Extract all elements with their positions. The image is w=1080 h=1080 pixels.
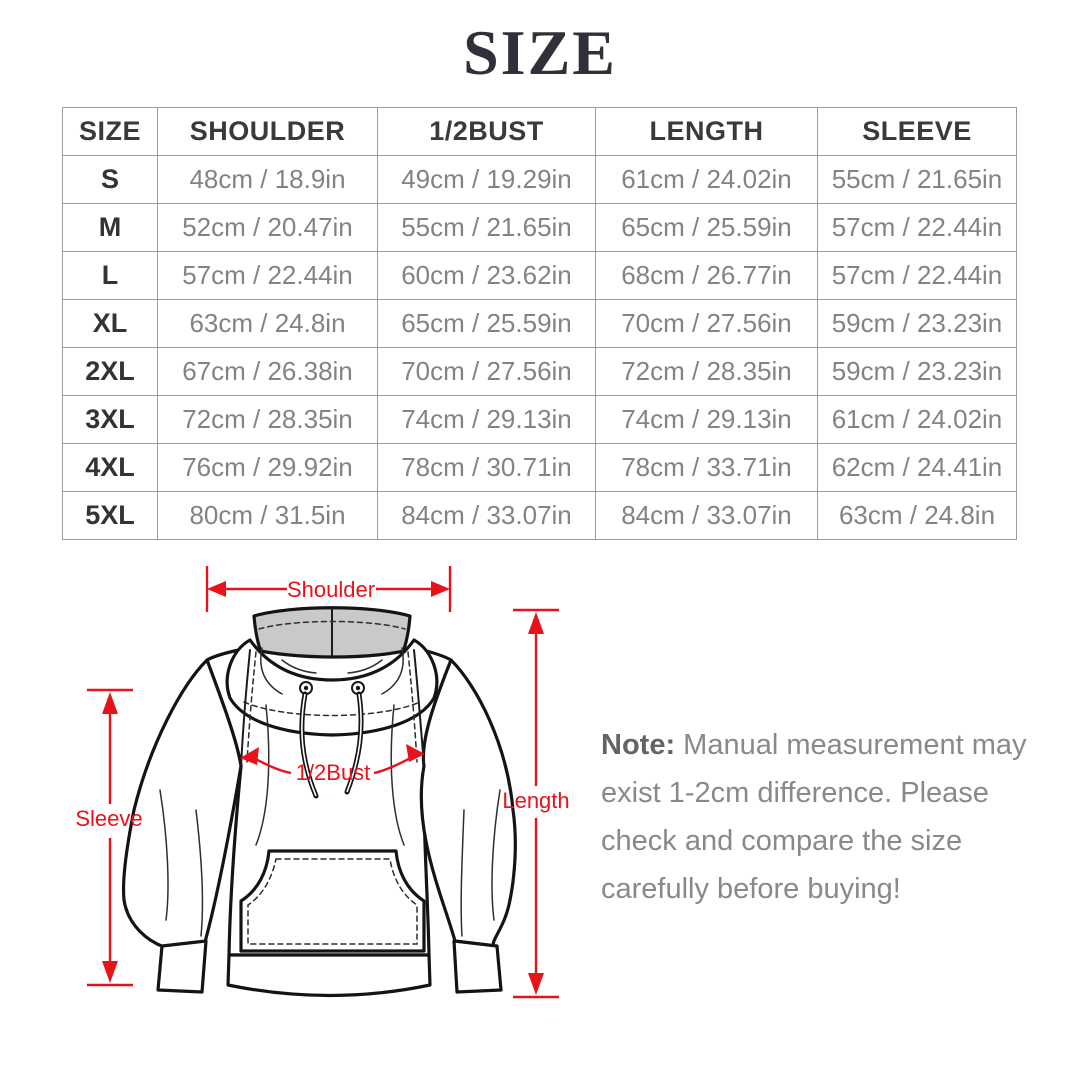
note-text: Note: Manual measurement may exist 1-2cm… bbox=[601, 721, 1053, 913]
table-row: 4XL 76cm / 29.92in 78cm / 30.71in 78cm /… bbox=[62, 443, 1017, 492]
table-cell: 49cm / 19.29in bbox=[377, 155, 596, 204]
size-table: SIZE SHOULDER 1/2BUST LENGTH SLEEVE S 48… bbox=[62, 107, 1017, 540]
pocket bbox=[239, 849, 426, 953]
table-cell: 57cm / 22.44in bbox=[817, 251, 1017, 300]
grommet-left-hole bbox=[303, 685, 309, 691]
table-cell: 78cm / 33.71in bbox=[595, 443, 818, 492]
table-row: XL 63cm / 24.8in 65cm / 25.59in 70cm / 2… bbox=[62, 299, 1017, 348]
table-cell: 76cm / 29.92in bbox=[157, 443, 378, 492]
sleeve-right bbox=[419, 658, 517, 948]
table-cell: 65cm / 25.59in bbox=[377, 299, 596, 348]
crease-sleeve-left-1 bbox=[159, 789, 169, 921]
table-cell: 84cm / 33.07in bbox=[595, 491, 818, 540]
table-cell: 84cm / 33.07in bbox=[377, 491, 596, 540]
hood-stitch bbox=[258, 620, 406, 630]
table-cell: 72cm / 28.35in bbox=[157, 395, 378, 444]
shoulder-measure: Shoulder bbox=[205, 566, 452, 612]
crease-sleeve-right-1 bbox=[491, 789, 501, 921]
table-cell: 60cm / 23.62in bbox=[377, 251, 596, 300]
table-cell: 57cm / 22.44in bbox=[157, 251, 378, 300]
table-cell: 78cm / 30.71in bbox=[377, 443, 596, 492]
table-cell-size: 5XL bbox=[62, 491, 158, 540]
pocket-stitch bbox=[247, 858, 418, 945]
collar-fold-right bbox=[381, 647, 404, 695]
column-header-sleeve: SLEEVE bbox=[817, 107, 1017, 156]
page-title: SIZE bbox=[463, 17, 617, 88]
table-cell: 72cm / 28.35in bbox=[595, 347, 818, 396]
length-measure: Length bbox=[502, 608, 570, 999]
column-header-length: LENGTH bbox=[595, 107, 818, 156]
table-cell-size: S bbox=[62, 155, 158, 204]
table-row: S 48cm / 18.9in 49cm / 19.29in 61cm / 24… bbox=[62, 155, 1017, 204]
collar-fold-left bbox=[260, 647, 283, 695]
hoodie-measurement-diagram: Shoulder 1/2Bust Length S bbox=[75, 566, 570, 999]
note-label: Note: bbox=[601, 729, 676, 761]
raglan-seam-left bbox=[240, 649, 251, 767]
table-cell-size: XL bbox=[62, 299, 158, 348]
table-cell: 70cm / 27.56in bbox=[377, 347, 596, 396]
raglan-stitch-left bbox=[246, 651, 257, 763]
crease-body-left bbox=[255, 704, 270, 846]
note-body: Manual measurement may exist 1-2cm diffe… bbox=[601, 729, 1027, 905]
crease-sleeve-left-2 bbox=[195, 809, 204, 937]
table-row: L 57cm / 22.44in 60cm / 23.62in 68cm / 2… bbox=[62, 251, 1017, 300]
cuff-left bbox=[156, 939, 208, 994]
sleeve-measure: Sleeve bbox=[75, 688, 143, 987]
drawstring-left-highlight bbox=[301, 693, 317, 797]
table-cell: 55cm / 21.65in bbox=[377, 203, 596, 252]
collar-shadow-left bbox=[281, 659, 317, 674]
table-cell: 65cm / 25.59in bbox=[595, 203, 818, 252]
sleeve-left bbox=[122, 658, 243, 949]
table-cell-size: 3XL bbox=[62, 395, 158, 444]
table-header-row: SIZE SHOULDER 1/2BUST LENGTH SLEEVE bbox=[62, 107, 1017, 156]
table-cell: 67cm / 26.38in bbox=[157, 347, 378, 396]
column-header-shoulder: SHOULDER bbox=[157, 107, 378, 156]
cuff-right bbox=[452, 939, 503, 994]
collar-shadow-right bbox=[347, 659, 383, 674]
crease-sleeve-right-2 bbox=[460, 809, 465, 937]
column-header-halfbust: 1/2BUST bbox=[377, 107, 596, 156]
shoulder-label: Shoulder bbox=[287, 577, 375, 602]
half-bust-measure: 1/2Bust bbox=[240, 744, 425, 785]
table-cell: 74cm / 29.13in bbox=[595, 395, 818, 444]
table-cell-size: L bbox=[62, 251, 158, 300]
table-cell: 74cm / 29.13in bbox=[377, 395, 596, 444]
table-row: 3XL 72cm / 28.35in 74cm / 29.13in 74cm /… bbox=[62, 395, 1017, 444]
grommet-right-hole bbox=[355, 685, 361, 691]
hem-band bbox=[226, 953, 432, 998]
table-row: 5XL 80cm / 31.5in 84cm / 33.07in 84cm / … bbox=[62, 491, 1017, 540]
table-cell: 61cm / 24.02in bbox=[817, 395, 1017, 444]
hoodie-drawing bbox=[122, 606, 517, 998]
table-cell: 57cm / 22.44in bbox=[817, 203, 1017, 252]
table-cell: 63cm / 24.8in bbox=[157, 299, 378, 348]
table-cell: 80cm / 31.5in bbox=[157, 491, 378, 540]
collar-stitch bbox=[243, 701, 421, 717]
table-row: M 52cm / 20.47in 55cm / 21.65in 65cm / 2… bbox=[62, 203, 1017, 252]
table-cell: 63cm / 24.8in bbox=[817, 491, 1017, 540]
table-cell-size: 2XL bbox=[62, 347, 158, 396]
table-cell: 52cm / 20.47in bbox=[157, 203, 378, 252]
crease-body-right bbox=[390, 704, 405, 846]
half-bust-label: 1/2Bust bbox=[296, 760, 371, 785]
table-cell: 61cm / 24.02in bbox=[595, 155, 818, 204]
table-cell: 59cm / 23.23in bbox=[817, 299, 1017, 348]
length-label: Length bbox=[502, 788, 569, 813]
table-cell-size: 4XL bbox=[62, 443, 158, 492]
sleeve-label: Sleeve bbox=[75, 806, 142, 831]
table-cell: 62cm / 24.41in bbox=[817, 443, 1017, 492]
drawstring-right-highlight bbox=[346, 693, 362, 793]
measurement-annotations: Shoulder 1/2Bust Length S bbox=[75, 566, 570, 999]
table-cell: 59cm / 23.23in bbox=[817, 347, 1017, 396]
table-cell-size: M bbox=[62, 203, 158, 252]
table-cell: 48cm / 18.9in bbox=[157, 155, 378, 204]
table-cell: 70cm / 27.56in bbox=[595, 299, 818, 348]
table-row: 2XL 67cm / 26.38in 70cm / 27.56in 72cm /… bbox=[62, 347, 1017, 396]
table-cell: 68cm / 26.77in bbox=[595, 251, 818, 300]
column-header-size: SIZE bbox=[62, 107, 158, 156]
table-cell: 55cm / 21.65in bbox=[817, 155, 1017, 204]
